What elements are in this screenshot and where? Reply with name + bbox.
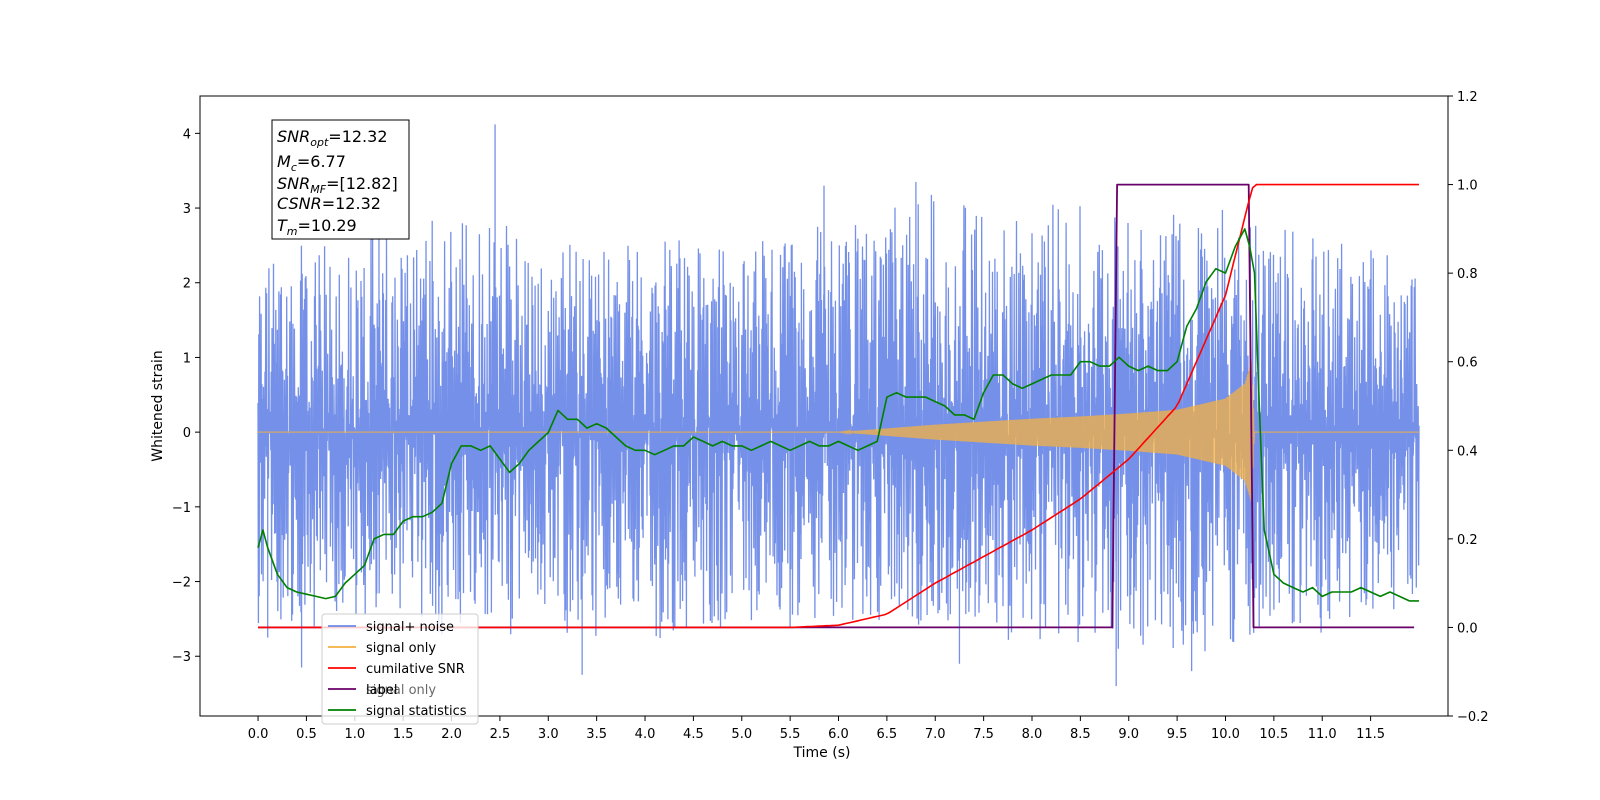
- series-signal-statistics: [257, 228, 1419, 602]
- x-tick-label-18: 9.0: [1118, 727, 1139, 742]
- x-tick-label-22: 11.0: [1308, 727, 1337, 742]
- y-tick-label-2: 2: [183, 277, 191, 292]
- y-tick-label-4: 0: [183, 426, 191, 441]
- x-tick-label-2: 1.0: [344, 727, 365, 742]
- x-tick-label-6: 3.0: [538, 727, 559, 742]
- x-tick-label-7: 3.5: [586, 727, 607, 742]
- x-tick-label-14: 7.0: [925, 727, 946, 742]
- x-tick-label-1: 0.5: [296, 727, 317, 742]
- x-tick-label-19: 9.5: [1167, 727, 1188, 742]
- x-tick-label-16: 8.0: [1022, 727, 1043, 742]
- y-tick-label-0: 4: [183, 127, 191, 142]
- axis-layer: 0.0 0.5 1.0 1.5 2.0 2.5 3.0 3.5 4.0 4.5 5.0 5.5 6.0 6…: [172, 90, 1489, 742]
- info-line-2: SNRMF=[12.82]: [277, 174, 398, 196]
- y2-tick-label-2: 0.8: [1457, 267, 1478, 282]
- x-tick-label-4: 2.0: [441, 727, 462, 742]
- info-lines: SNRopt=12.32 Mc=6.77SNRMF=[12.82]CSNR=12.…: [277, 127, 398, 238]
- info-line-3: CSNR=12.32: [277, 194, 381, 213]
- y2-tick-label-3: 0.6: [1457, 356, 1478, 371]
- info-box: SNRopt=12.32 Mc=6.77SNRMF=[12.82]CSNR=12.…: [271, 119, 410, 240]
- x-tick-label-15: 7.5: [973, 727, 994, 742]
- x-tick-label-0: 0.0: [248, 727, 269, 742]
- x-tick-label-3: 1.5: [393, 727, 414, 742]
- x-tick-label-11: 5.5: [780, 727, 801, 742]
- y2-tick-label-0: 1.2: [1457, 90, 1478, 105]
- x-tick-label-20: 10.0: [1211, 727, 1240, 742]
- x-tick-label-21: 10.5: [1259, 727, 1288, 742]
- y-tick-label-6: −2: [172, 576, 191, 591]
- info-line-4: Tm=10.29: [277, 216, 357, 238]
- legend-label-4: signal statistics: [366, 704, 467, 719]
- legend-label-0: signal+ noise: [366, 620, 454, 635]
- x-tick-label-8: 4.0: [635, 727, 656, 742]
- legend-label-3: label: [366, 683, 397, 698]
- legend-hidden-text: signal only: [366, 683, 436, 698]
- info-box-frame: [271, 119, 410, 240]
- x-tick-label-23: 11.5: [1356, 727, 1385, 742]
- y2-tick-label-7: −0.2: [1457, 710, 1489, 725]
- legend-frame: [321, 613, 479, 725]
- x-tick-label-12: 6.0: [828, 727, 849, 742]
- y-axis-title: Whitened strain: [150, 350, 166, 461]
- x-tick-label-5: 2.5: [490, 727, 511, 742]
- x-axis-title: Time (s): [793, 745, 851, 761]
- y2-tick-label-1: 1.0: [1457, 179, 1478, 194]
- info-line-0: SNRopt=12.32: [277, 127, 388, 149]
- x-tick-label-9: 4.5: [683, 727, 704, 742]
- y-tick-label-5: −1: [172, 501, 191, 516]
- y-tick-label-7: −3: [172, 650, 191, 665]
- y2-tick-label-4: 0.4: [1457, 444, 1478, 459]
- y2-tick-label-5: 0.2: [1457, 533, 1478, 548]
- legend-entries: signal+ noise signal only cumilative SNR la…: [328, 620, 467, 719]
- y-tick-label-1: 3: [183, 202, 191, 217]
- x-tick-label-17: 8.5: [1070, 727, 1091, 742]
- info-line-1: Mc=6.77: [277, 152, 346, 174]
- y2-tick-label-6: 0.0: [1457, 621, 1478, 636]
- y-tick-label-3: 1: [183, 351, 191, 366]
- legend: signal only signal+ noise signal only cumi…: [321, 613, 479, 725]
- plot-frame: [199, 95, 1449, 717]
- x-tick-label-13: 6.5: [877, 727, 898, 742]
- legend-label-2: cumilative SNR: [366, 662, 465, 677]
- x-tick-label-10: 5.0: [731, 727, 752, 742]
- series-label: [258, 183, 1415, 629]
- series-signal-only: [258, 361, 1419, 502]
- legend-label-1: signal only: [366, 641, 436, 656]
